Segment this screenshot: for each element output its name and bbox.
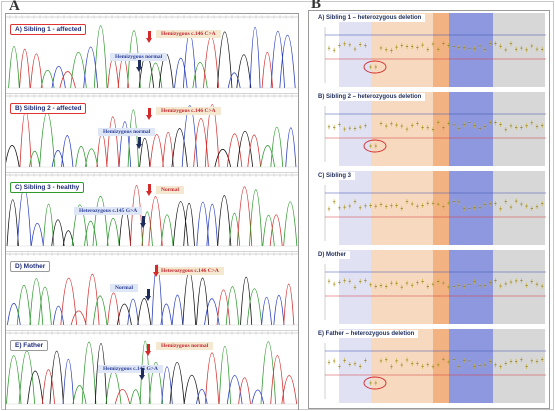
chromatogram-peaks	[6, 15, 298, 89]
trace-label: C) Sibling 3 - healthy	[10, 182, 85, 193]
genotype-tag-primary: Hemizygous c.146 C>A	[156, 107, 221, 115]
mlpa-plot-title: C) Sibling 3	[314, 172, 355, 180]
mlpa-panel: A) Sibling 1 – heterozygous deletion B) S…	[308, 10, 550, 409]
mlpa-ratio-chart	[324, 250, 546, 324]
chromatogram-peaks	[6, 173, 298, 247]
trace-label: E) Father	[10, 340, 49, 351]
red-arrow-icon	[145, 344, 151, 356]
red-arrow-icon	[146, 184, 152, 196]
mlpa-plot: C) Sibling 3	[311, 171, 546, 245]
red-arrow-icon	[153, 265, 159, 277]
navy-arrow-icon	[136, 60, 142, 72]
mlpa-plot-title: A) Sibling 1 – heterozygous deletion	[314, 14, 426, 22]
genotype-tag-primary: Hemizygous normal	[156, 342, 214, 350]
chromatogram-peaks	[6, 94, 298, 168]
panel-b-letter: B	[311, 0, 322, 12]
chromatogram-trace: D) Mother Heterozygous c.146 C>A Normal	[6, 251, 298, 331]
mlpa-ratio-chart	[324, 13, 546, 87]
genotype-tag-secondary: Normal	[110, 284, 139, 292]
mlpa-plot-title: D) Mother	[314, 251, 350, 259]
mlpa-plot-title: E) Father – heterozygous deletion	[314, 330, 419, 338]
chromatogram-peaks	[6, 331, 298, 405]
genotype-tag-secondary: Hemizygous normal	[110, 53, 168, 61]
navy-arrow-icon	[139, 368, 145, 380]
red-arrow-icon	[146, 31, 152, 43]
genotype-tag-secondary: Hemizygous normal	[98, 128, 156, 136]
chromatogram-trace: E) Father Hemizygous normal Hemizygous c.1…	[6, 330, 298, 410]
deletion-highlight-circle	[363, 139, 387, 153]
chromatogram-trace: A) Sibling 1 - affected Hemizygous c.146 …	[6, 14, 298, 94]
mlpa-ratio-chart	[324, 92, 546, 166]
mlpa-plot: E) Father – heterozygous deletion	[311, 329, 546, 403]
mlpa-plot-title: B) Sibling 2 – heterozygous deletion	[314, 93, 426, 101]
trace-label: A) Sibling 1 - affected	[10, 24, 87, 35]
deletion-highlight-circle	[363, 60, 387, 74]
sequencing-panel: A) Sibling 1 - affected Hemizygous c.146 …	[5, 13, 299, 410]
genotype-tag-primary: Normal	[156, 186, 185, 194]
chromatogram-trace: C) Sibling 3 - healthy Normal Heterozygous…	[6, 172, 298, 252]
genotype-tag-secondary: Heterozygous c.145 G>A	[74, 207, 143, 215]
trace-label: D) Mother	[10, 261, 51, 272]
navy-arrow-icon	[140, 216, 146, 228]
genotype-tag-primary: Heterozygous c.146 C>A	[156, 267, 224, 275]
genotype-tag-primary: Hemizygous c.146 C>A	[156, 30, 221, 38]
chromatogram-trace: B) Sibling 2 - affected Hemizygous c.146 …	[6, 93, 298, 173]
navy-arrow-icon	[136, 137, 142, 149]
navy-arrow-icon	[145, 289, 151, 301]
red-arrow-icon	[146, 108, 152, 120]
mlpa-plot: D) Mother	[311, 250, 546, 324]
mlpa-ratio-chart	[324, 171, 546, 245]
mlpa-ratio-chart	[324, 329, 546, 403]
panel-a-letter: A	[9, 0, 20, 14]
genotype-tag-secondary: Hemizygous c.145 G>A	[98, 365, 163, 373]
mlpa-plot: A) Sibling 1 – heterozygous deletion	[311, 13, 546, 87]
deletion-highlight-circle	[363, 376, 387, 390]
mlpa-plot: B) Sibling 2 – heterozygous deletion	[311, 92, 546, 166]
trace-label: B) Sibling 2 - affected	[10, 103, 87, 114]
